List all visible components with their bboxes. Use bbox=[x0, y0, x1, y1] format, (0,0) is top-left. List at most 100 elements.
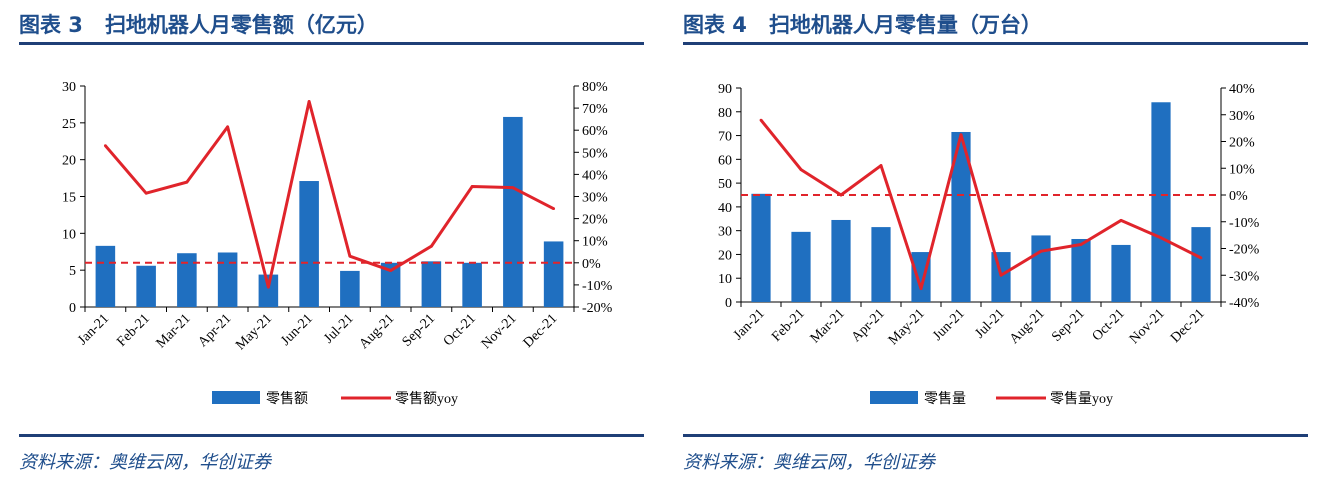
bar bbox=[1111, 244, 1131, 302]
yoy-point bbox=[959, 133, 963, 137]
x-category-label: Aug-21 bbox=[1007, 306, 1048, 347]
left-tick-label: 20 bbox=[62, 154, 76, 169]
right-tick-label: 40% bbox=[1229, 82, 1255, 97]
x-category-label: Mar-21 bbox=[154, 311, 194, 351]
right-tick-label: 40% bbox=[582, 168, 608, 183]
bar bbox=[136, 265, 156, 307]
legend-bar-label: 零售量 bbox=[924, 391, 966, 407]
yoy-point bbox=[999, 273, 1003, 277]
x-category-label: Apr-21 bbox=[849, 306, 888, 345]
legend-bar-swatch bbox=[870, 391, 918, 404]
left-tick-label: 60 bbox=[718, 153, 732, 168]
x-category-label: Dec-21 bbox=[1168, 306, 1208, 346]
figure-4-number: 图表 4 bbox=[683, 13, 747, 37]
bar bbox=[462, 262, 482, 307]
x-category-label: Nov-21 bbox=[479, 311, 520, 352]
bar bbox=[831, 219, 851, 302]
bar bbox=[1151, 102, 1171, 302]
figure-3-title: 图表 3 扫地机器人月零售额（亿元） bbox=[19, 10, 378, 40]
yoy-point bbox=[144, 191, 148, 195]
figure-3-title-text: 扫地机器人月零售额（亿元） bbox=[104, 13, 378, 37]
bar bbox=[503, 116, 523, 307]
figure-4-top-rule bbox=[683, 42, 1308, 45]
left-tick-label: 30 bbox=[718, 225, 732, 240]
right-tick-label: -10% bbox=[1229, 216, 1260, 231]
x-category-label: Oct-21 bbox=[441, 311, 479, 349]
yoy-point bbox=[185, 180, 189, 184]
figure-3-bottom-rule bbox=[19, 434, 644, 437]
left-tick-label: 0 bbox=[725, 296, 732, 311]
yoy-point bbox=[389, 269, 393, 272]
bar bbox=[791, 231, 811, 302]
x-category-label: Jan-21 bbox=[75, 311, 112, 348]
bar bbox=[258, 274, 279, 307]
yoy-point bbox=[266, 285, 270, 289]
legend-line-label: 零售量yoy bbox=[1050, 391, 1113, 407]
x-category-label: Dec-21 bbox=[521, 311, 561, 351]
left-tick-label: 25 bbox=[62, 117, 76, 132]
bar bbox=[421, 261, 442, 307]
bar bbox=[871, 227, 891, 302]
x-category-label: Aug-21 bbox=[357, 311, 398, 352]
left-tick-label: 40 bbox=[718, 201, 732, 216]
bar bbox=[380, 262, 401, 307]
yoy-point bbox=[839, 193, 843, 197]
figure-4-title-text: 扫地机器人月零售量（万台） bbox=[768, 13, 1042, 37]
left-tick-label: 15 bbox=[62, 191, 76, 206]
right-tick-label: -20% bbox=[1229, 243, 1260, 258]
x-category-label: Feb-21 bbox=[769, 306, 808, 345]
x-category-label: May-21 bbox=[886, 306, 928, 348]
figure-4-panel: 图表 4 扫地机器人月零售量（万台） 0 10 20 30 40 50 60 70 80 90 -40… bbox=[683, 0, 1308, 499]
yoy-point bbox=[879, 164, 883, 167]
bar bbox=[1031, 235, 1051, 302]
right-tick-label: -40% bbox=[1229, 296, 1260, 311]
right-tick-label: 0% bbox=[582, 257, 601, 272]
right-tick-label: 80% bbox=[582, 80, 608, 95]
x-category-label: Jan-21 bbox=[731, 306, 768, 343]
yoy-point bbox=[1199, 256, 1203, 260]
bar bbox=[217, 252, 238, 307]
right-tick-label: 20% bbox=[1229, 136, 1255, 151]
left-tick-label: 80 bbox=[718, 106, 732, 121]
left-tick-label: 50 bbox=[718, 177, 732, 192]
right-tick-label: 50% bbox=[582, 146, 608, 161]
figure-4-source: 资料来源：奥维云网，华创证券 bbox=[683, 452, 935, 473]
right-tick-label: -30% bbox=[1229, 269, 1260, 284]
yoy-point bbox=[429, 244, 433, 248]
figure-4-title: 图表 4 扫地机器人月零售量（万台） bbox=[683, 10, 1042, 40]
figure-4-bottom-rule bbox=[683, 434, 1308, 437]
yoy-point bbox=[470, 185, 474, 188]
left-tick-label: 30 bbox=[62, 80, 76, 95]
yoy-point bbox=[552, 207, 556, 211]
bar bbox=[1191, 227, 1211, 302]
yoy-series-line bbox=[759, 119, 1202, 291]
x-category-label: Feb-21 bbox=[114, 311, 153, 350]
yoy-point bbox=[919, 287, 923, 291]
left-tick-label: 70 bbox=[718, 130, 732, 145]
right-tick-label: 60% bbox=[582, 124, 608, 139]
bar bbox=[1071, 238, 1091, 302]
left-tick-label: 90 bbox=[718, 82, 732, 97]
yoy-point bbox=[1079, 243, 1083, 246]
yoy-point bbox=[1039, 249, 1043, 253]
right-tick-label: 30% bbox=[1229, 109, 1255, 124]
yoy-point bbox=[1119, 219, 1123, 222]
yoy-point bbox=[348, 254, 352, 258]
legend-bar-label: 零售额 bbox=[266, 391, 308, 407]
bar bbox=[991, 252, 1011, 302]
x-category-label: Jun-21 bbox=[930, 306, 968, 344]
x-category-label: Jul-21 bbox=[972, 306, 1007, 341]
x-category-label: Sep-21 bbox=[1049, 306, 1088, 345]
right-tick-label: 10% bbox=[1229, 162, 1255, 177]
legend-line-label: 零售额yoy bbox=[395, 391, 458, 407]
right-tick-label: 70% bbox=[582, 102, 608, 117]
right-tick-label: 10% bbox=[582, 235, 608, 250]
left-tick-label: 5 bbox=[69, 264, 76, 279]
figure-3-source: 资料来源：奥维云网，华创证券 bbox=[19, 452, 271, 473]
right-tick-label: -10% bbox=[582, 279, 613, 294]
x-category-label: Mar-21 bbox=[808, 306, 848, 346]
yoy-point bbox=[799, 168, 803, 171]
retail-volume-chart: 0 10 20 30 40 50 60 70 80 90 -40% -30% -20% -10% 0% 10%… bbox=[718, 82, 1260, 407]
yoy-point bbox=[226, 125, 230, 129]
left-tick-label: 10 bbox=[62, 227, 76, 242]
